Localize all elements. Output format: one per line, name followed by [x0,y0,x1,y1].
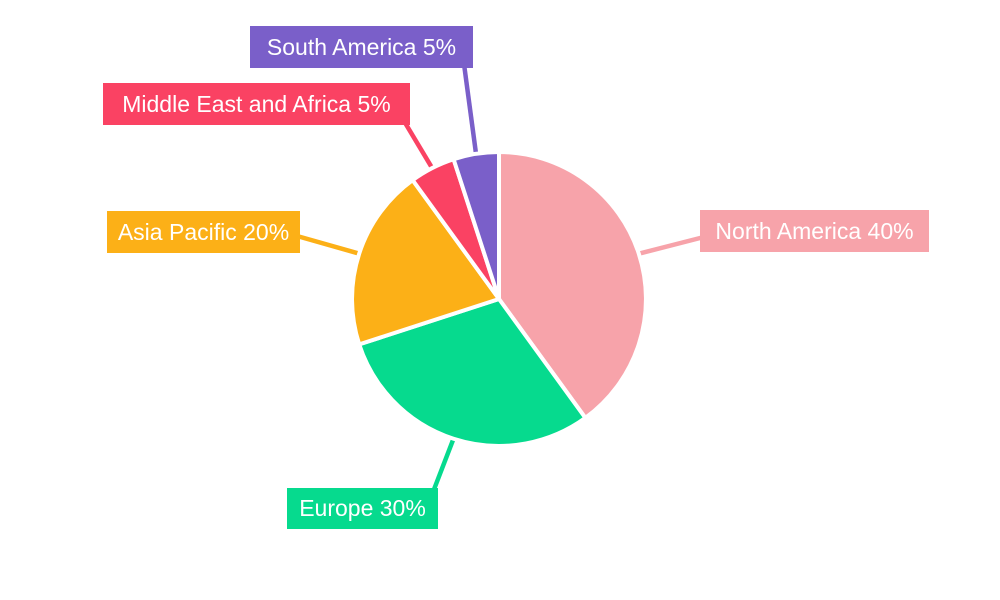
slice-label-middle-east-and-africa: Middle East and Africa 5% [103,83,410,125]
slice-label-asia-pacific: Asia Pacific 20% [107,211,300,253]
pie-slice-europe[interactable] [357,297,588,448]
leader-line [296,233,362,257]
slice-label-north-america: North America 40% [700,210,929,252]
pie-slice-asia-pacific[interactable] [350,178,501,347]
pie-slice-south-america[interactable] [451,150,501,301]
slice-label-europe: Europe 30% [287,488,438,529]
leader-line [636,234,705,257]
slice-label-south-america: South America 5% [250,26,473,68]
leader-line [461,63,479,157]
leader-line [430,436,457,493]
leader-line [402,119,436,171]
pie-slice-north-america[interactable] [497,150,648,420]
